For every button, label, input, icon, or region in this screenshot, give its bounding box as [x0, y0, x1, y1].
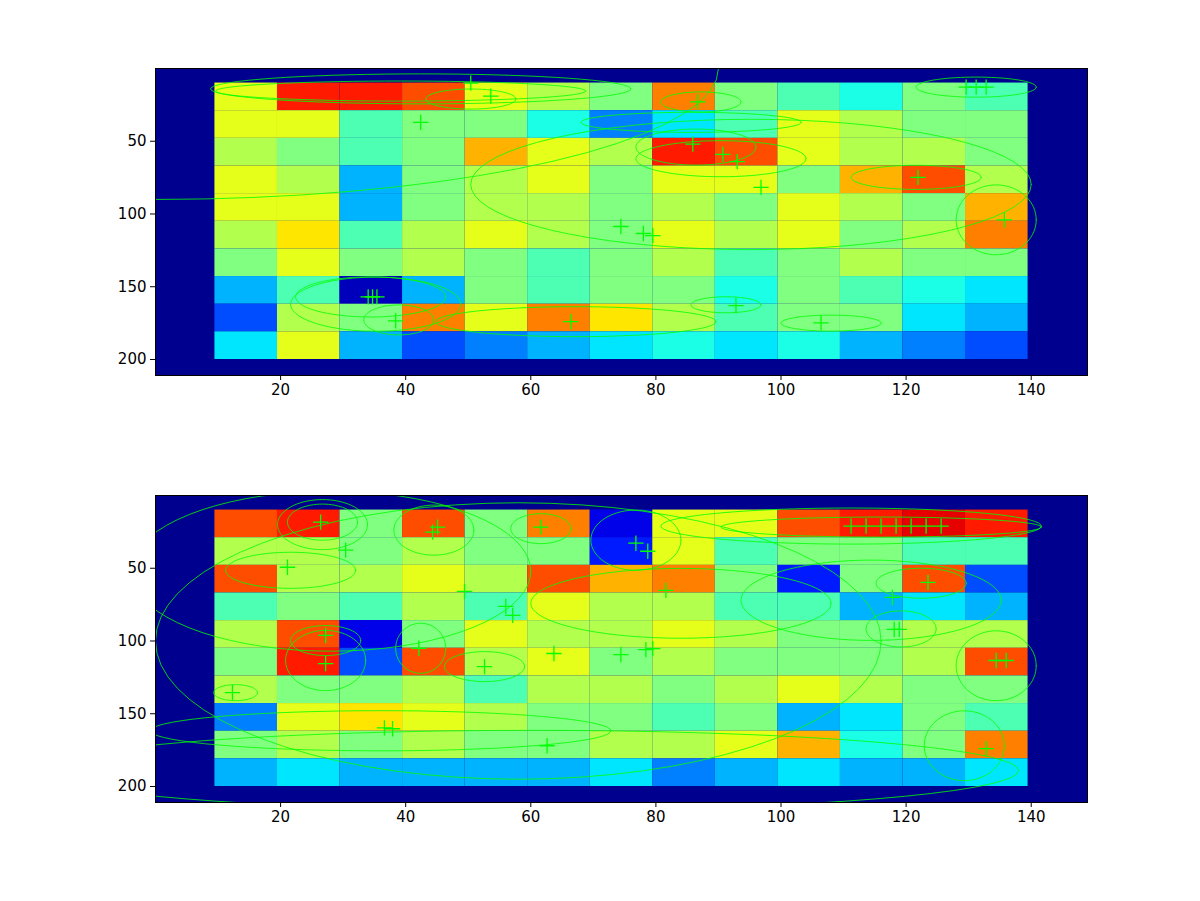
- svg-text:80: 80: [646, 381, 665, 399]
- svg-text:20: 20: [271, 381, 290, 399]
- svg-text:20: 20: [271, 808, 290, 826]
- svg-text:200: 200: [118, 777, 147, 795]
- svg-text:150: 150: [118, 278, 147, 296]
- svg-text:60: 60: [521, 381, 540, 399]
- svg-text:60: 60: [521, 808, 540, 826]
- svg-text:120: 120: [892, 381, 921, 399]
- svg-text:40: 40: [396, 381, 415, 399]
- svg-text:120: 120: [892, 808, 921, 826]
- svg-text:150: 150: [118, 705, 147, 723]
- svg-text:40: 40: [396, 808, 415, 826]
- svg-text:100: 100: [118, 205, 147, 223]
- svg-text:100: 100: [118, 632, 147, 650]
- svg-text:100: 100: [767, 808, 796, 826]
- svg-text:80: 80: [646, 808, 665, 826]
- svg-text:140: 140: [1017, 808, 1046, 826]
- svg-text:200: 200: [118, 350, 147, 368]
- svg-text:50: 50: [127, 559, 146, 577]
- svg-text:140: 140: [1017, 381, 1046, 399]
- svg-text:50: 50: [127, 132, 146, 150]
- svg-text:100: 100: [767, 381, 796, 399]
